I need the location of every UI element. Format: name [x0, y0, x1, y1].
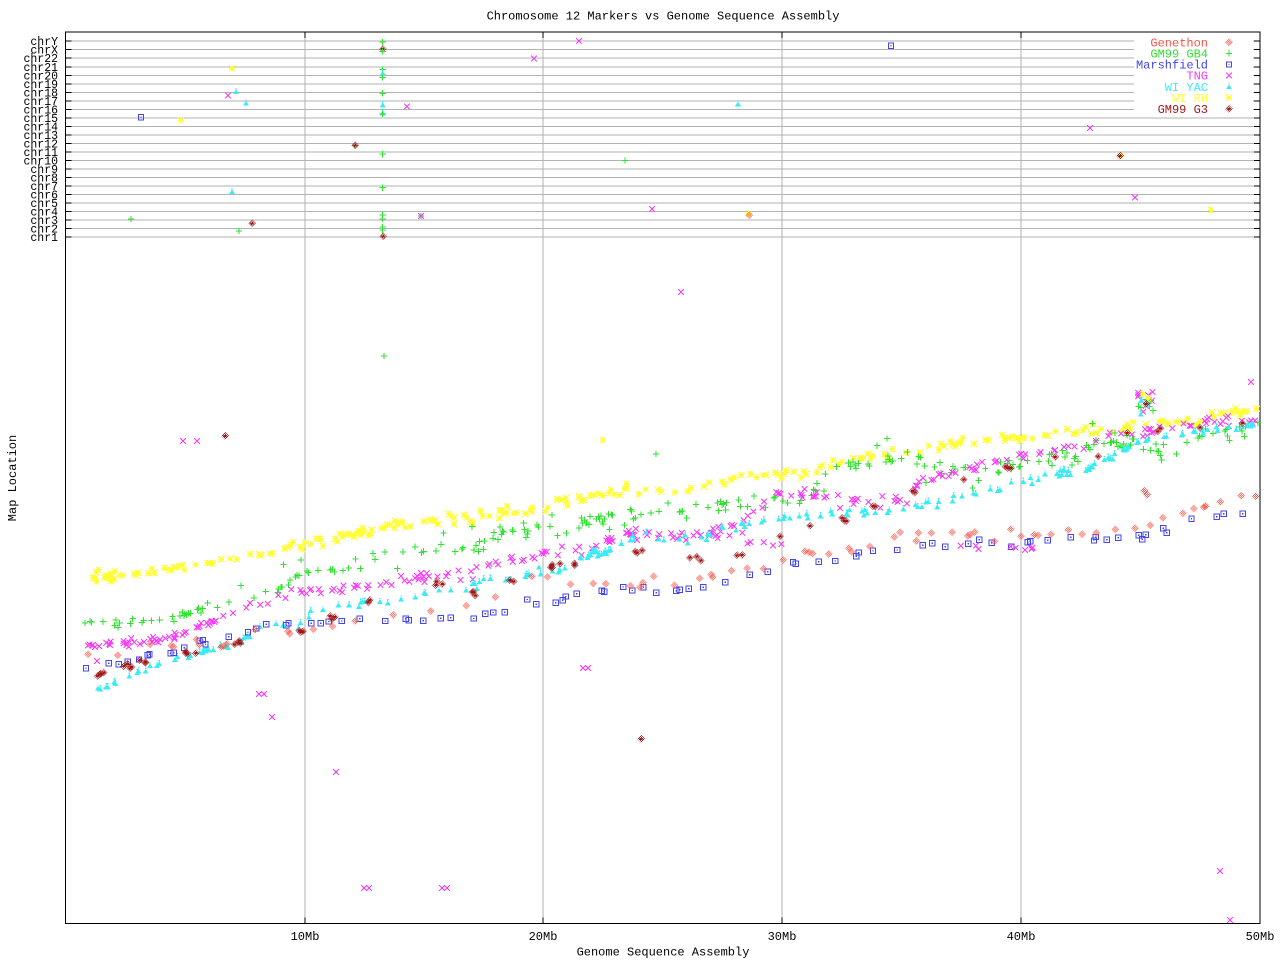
svg-text:chrY: chrY [30, 36, 58, 49]
svg-text:chr13: chr13 [23, 130, 58, 143]
svg-text:chr20: chr20 [23, 70, 58, 83]
svg-text:chr3: chr3 [30, 215, 58, 228]
svg-text:chr7: chr7 [30, 181, 58, 194]
svg-text:chr21: chr21 [23, 62, 58, 75]
svg-text:chrX: chrX [30, 45, 58, 58]
svg-text:20Mb: 20Mb [529, 930, 558, 944]
svg-text:chr12: chr12 [23, 139, 58, 152]
svg-text:chr15: chr15 [23, 113, 58, 126]
svg-text:30Mb: 30Mb [768, 930, 797, 944]
svg-text:10Mb: 10Mb [291, 930, 320, 944]
svg-text:chr16: chr16 [23, 104, 58, 117]
svg-text:Genome Sequence Assembly: Genome Sequence Assembly [577, 946, 750, 960]
svg-text:chr8: chr8 [30, 173, 58, 186]
svg-text:chr17: chr17 [23, 96, 58, 109]
svg-text:40Mb: 40Mb [1007, 930, 1036, 944]
svg-text:chr22: chr22 [23, 53, 58, 66]
svg-text:50Mb: 50Mb [1246, 930, 1275, 944]
svg-text:chr10: chr10 [23, 156, 58, 169]
svg-text:chr9: chr9 [30, 164, 58, 177]
svg-text:chr5: chr5 [30, 198, 58, 211]
svg-text:chr2: chr2 [30, 224, 58, 237]
svg-text:Marshfield: Marshfield [1136, 59, 1208, 73]
svg-text:WI RH: WI RH [1172, 92, 1208, 106]
svg-text:Chromosome 12 Markers vs Genom: Chromosome 12 Markers vs Genome Sequence… [487, 10, 840, 24]
svg-text:Genethon: Genethon [1150, 37, 1208, 51]
svg-text:chr19: chr19 [23, 79, 58, 92]
svg-text:Map Location: Map Location [6, 435, 20, 521]
svg-text:chr14: chr14 [23, 121, 58, 134]
svg-text:chr6: chr6 [30, 190, 58, 203]
svg-text:WI YAC: WI YAC [1165, 81, 1208, 95]
svg-text:GM99 GB4: GM99 GB4 [1150, 48, 1208, 62]
svg-text:chr18: chr18 [23, 87, 58, 100]
svg-text:GM99 G3: GM99 G3 [1158, 103, 1208, 117]
svg-text:TNG: TNG [1186, 70, 1208, 84]
svg-text:chr11: chr11 [23, 147, 58, 160]
svg-text:chr1: chr1 [30, 232, 58, 245]
svg-text:chr4: chr4 [30, 207, 58, 220]
